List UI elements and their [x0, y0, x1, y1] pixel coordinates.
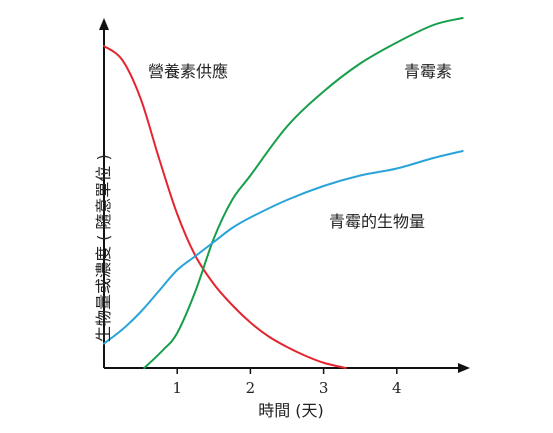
series-label-0: 營養素供應 [148, 62, 228, 81]
x-tick-label-3: 3 [319, 379, 329, 397]
x-axis-arrow [458, 363, 470, 373]
x-tick-label-2: 2 [246, 379, 256, 397]
x-tick-label-4: 4 [392, 379, 402, 397]
series-line-1 [143, 17, 464, 369]
x-ticks: 1 2 3 4 [172, 368, 402, 397]
axes [99, 18, 470, 373]
series-line-2 [103, 150, 464, 345]
series-label-1: 青霉素 [404, 62, 452, 81]
series-line-0 [103, 45, 347, 369]
y-axis-arrow [99, 18, 109, 30]
x-tick-label-1: 1 [172, 379, 182, 397]
series-label-2: 青霉的生物量 [329, 212, 425, 231]
y-axis-label: 生物量或濃度 ( 隨意單位 ) [94, 154, 113, 342]
series-lines [103, 17, 464, 369]
x-axis-label: 時間 (天) [258, 401, 324, 420]
